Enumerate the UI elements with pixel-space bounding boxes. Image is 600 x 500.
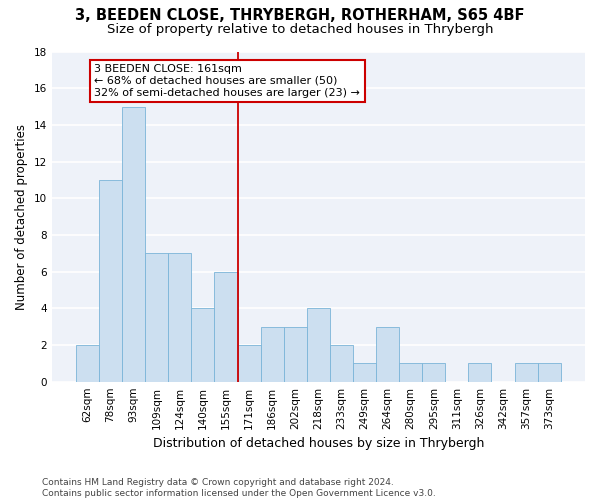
Bar (191, 308, 214, 382)
Text: 3, BEEDEN CLOSE, THRYBERGH, ROTHERHAM, S65 4BF: 3, BEEDEN CLOSE, THRYBERGH, ROTHERHAM, S… (75, 8, 525, 22)
Text: 3 BEEDEN CLOSE: 161sqm
← 68% of detached houses are smaller (50)
32% of semi-det: 3 BEEDEN CLOSE: 161sqm ← 68% of detached… (94, 64, 360, 98)
Bar (515, 364, 538, 382)
X-axis label: Distribution of detached houses by size in Thrybergh: Distribution of detached houses by size … (152, 437, 484, 450)
Bar (122, 106, 145, 382)
Bar (168, 254, 191, 382)
Bar (469, 364, 491, 382)
Text: Contains HM Land Registry data © Crown copyright and database right 2024.
Contai: Contains HM Land Registry data © Crown c… (42, 478, 436, 498)
Bar (260, 326, 284, 382)
Bar (353, 364, 376, 382)
Bar (214, 272, 238, 382)
Bar (238, 345, 260, 382)
Bar (399, 364, 422, 382)
Y-axis label: Number of detached properties: Number of detached properties (15, 124, 28, 310)
Bar (538, 364, 561, 382)
Bar (284, 326, 307, 382)
Bar (330, 345, 353, 382)
Bar (307, 308, 330, 382)
Bar (76, 345, 99, 382)
Bar (145, 254, 168, 382)
Bar (99, 180, 122, 382)
Bar (376, 326, 399, 382)
Bar (422, 364, 445, 382)
Text: Size of property relative to detached houses in Thrybergh: Size of property relative to detached ho… (107, 22, 493, 36)
